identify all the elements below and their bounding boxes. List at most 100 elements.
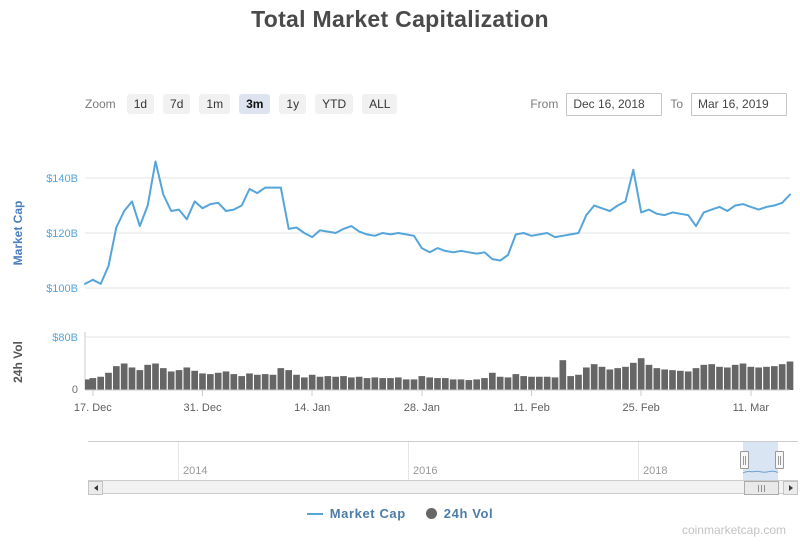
volume-bar [692,368,700,390]
mc-ytick-label: $100B [46,283,78,295]
legend-item-market-cap[interactable]: Market Cap [306,506,406,521]
vol-axis-title: 24h Vol [11,341,25,383]
volume-bar [747,366,755,390]
left-arrow-icon [93,485,98,491]
volume-bar [716,366,723,390]
zoom-button-3m[interactable]: 3m [239,94,271,114]
volume-bar [637,358,645,390]
mc-ytick-label: $120B [46,228,78,240]
volume-bar [622,366,629,390]
volume-bar [583,367,590,390]
volume-bar [207,374,214,390]
volume-bar [277,368,285,390]
navigator-left-handle[interactable] [740,451,749,469]
circle-swatch-icon [425,508,437,519]
volume-bar [254,374,261,390]
zoom-button-1y[interactable]: 1y [279,94,307,114]
zoom-button-7d[interactable]: 7d [163,94,191,114]
volume-bar [551,377,559,390]
volume-bar [85,379,92,390]
volume-bar [489,372,496,390]
scrollbar-thumb[interactable] [744,481,779,495]
volume-bar [152,363,159,390]
volume-bar [653,368,661,390]
volume-bar [520,376,527,390]
volume-bar [136,370,144,390]
volume-bar [677,370,684,390]
volume-bar [120,363,128,390]
volume-bar [449,379,457,390]
zoom-range-buttons: Zoom 1d 7d 1m 3m 1y YTD ALL [85,94,398,114]
volume-bar [89,378,97,390]
line-swatch-icon [306,512,323,515]
navigator-gridline [178,442,179,480]
volume-bar [324,376,332,390]
zoom-button-ytd[interactable]: YTD [315,94,354,114]
volume-bar [402,379,410,390]
volume-bar [771,366,778,390]
volume-bar [708,364,715,390]
volume-bar [387,378,394,390]
vol-ytick-label: $80B [52,332,78,344]
volume-bar [739,363,747,390]
legend-label: Market Cap [329,506,406,521]
market-cap-volume-chart[interactable]: $100B $120B $140B $80B 0 Market Cap 24h Vol 17.… [0,128,800,420]
legend-item-24h-vol[interactable]: 24h Vol [425,506,494,521]
x-axis-label: 28. Jan [404,402,440,414]
to-date-input[interactable] [691,92,787,116]
horizontal-scrollbar[interactable] [88,480,798,495]
volume-bar [755,367,762,390]
right-arrow-icon [788,485,793,491]
chart-legend: Market Cap 24h Vol [0,506,800,521]
zoom-button-1m[interactable]: 1m [199,94,231,114]
volume-bar [543,376,551,390]
volume-bar [238,376,245,390]
volume-bar [167,371,175,390]
volume-bar [786,361,794,390]
volume-bar [128,367,136,390]
zoom-button-1d[interactable]: 1d [126,94,155,114]
volume-bar [316,376,324,390]
x-axis-label: 11. Feb [513,402,550,414]
from-date-input[interactable] [566,92,663,116]
volume-bar [630,362,637,390]
zoom-button-all[interactable]: ALL [362,94,398,114]
volume-bar [700,364,708,390]
legend-label: 24h Vol [443,506,494,521]
volume-bar [661,369,668,390]
volume-bar [778,364,786,390]
navigator-gridline [638,442,639,480]
watermark: coinmarketcap.com [681,523,786,537]
market-cap-axis-title: Market Cap [11,201,25,266]
volume-bar [293,374,300,390]
volume-bar [355,376,363,390]
volume-bar [434,378,441,390]
volume-bar [465,380,473,390]
volume-bar [379,378,386,390]
volume-bar [160,368,167,390]
navigator-mini-series [742,470,779,474]
to-label: To [670,97,683,111]
volume-bar [214,372,222,390]
navigator-year-label: 2016 [413,465,438,477]
volume-bar [645,364,653,390]
volume-bar [567,376,574,390]
mc-ytick-label: $140B [46,173,78,185]
volume-bar [598,366,606,390]
volume-bar [285,370,292,390]
volume-bar [528,376,535,390]
scrollbar-left-arrow[interactable] [88,481,103,495]
volume-bar [144,364,151,390]
navigator-right-handle[interactable] [775,451,784,469]
range-navigator[interactable]: 2014 2016 2018 [88,441,798,480]
volume-bar [731,364,739,390]
market-cap-line [84,160,791,285]
volume-bar [457,379,465,390]
scrollbar-right-arrow[interactable] [783,481,798,495]
volume-bar [684,371,692,390]
volume-bar [473,379,480,390]
volume-bar [410,379,418,390]
volume-bar [496,376,504,390]
navigator-year-label: 2014 [183,465,208,477]
